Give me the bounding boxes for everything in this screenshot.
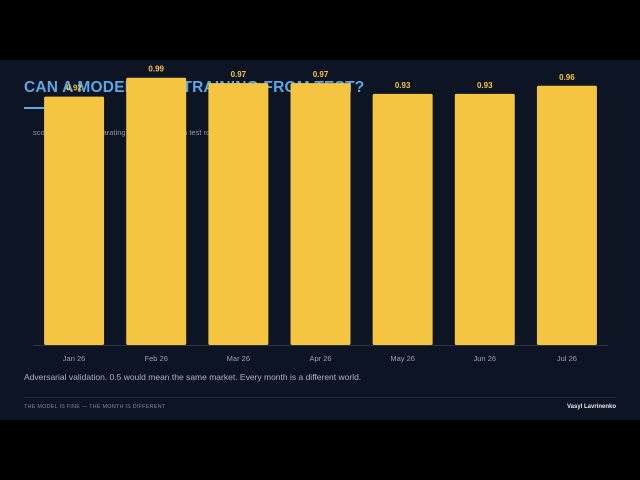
data-label: 0.92 <box>66 84 82 93</box>
x-tick-label: Jun 26 <box>474 354 497 363</box>
x-tick-label: Mar 26 <box>227 354 250 363</box>
slide: CAN A MODEL TELL TRAINING FROM TEST? sco… <box>0 60 640 420</box>
x-tick-label: Jul 26 <box>557 354 577 363</box>
bar-jul-26 <box>536 85 597 346</box>
bar-series <box>44 77 597 346</box>
footer-author: Vasyl Lavrinenko <box>566 404 616 410</box>
data-label: 0.96 <box>559 73 575 82</box>
data-label: 0.99 <box>148 65 164 74</box>
bar-mar-26 <box>208 83 269 345</box>
chart-subtitle: score of a model separating training row… <box>33 128 220 137</box>
x-axis-tick-labels: Jan 26 Feb 26 Mar 26 Apr 26 May 26 Jun 26 Jul … <box>63 354 577 363</box>
footer-divider <box>24 397 616 398</box>
bar-chart: 0.92 0.99 0.97 0.97 0.93 0.93 0.96 Jan 26 Feb 2… <box>33 65 608 363</box>
x-tick-label: May 26 <box>390 354 415 363</box>
slide-title: CAN A MODEL TELL TRAINING FROM TEST? <box>24 79 365 96</box>
footer-tagline: THE MODEL IS FINE — THE MONTH IS DIFFERE… <box>24 404 166 410</box>
data-labels: 0.92 0.99 0.97 0.97 0.93 0.93 0.96 <box>66 65 575 93</box>
bar-jun-26 <box>454 93 515 346</box>
bar-apr-26 <box>290 83 351 345</box>
data-label: 0.93 <box>477 81 493 90</box>
data-label: 0.97 <box>231 70 247 79</box>
x-tick-label: Jan 26 <box>63 354 86 363</box>
data-label: 0.93 <box>395 81 411 90</box>
data-label: 0.97 <box>313 70 329 79</box>
bar-may-26 <box>372 93 433 346</box>
bar-jan-26 <box>44 96 105 345</box>
x-tick-label: Feb 26 <box>145 354 168 363</box>
x-tick-label: Apr 26 <box>309 354 331 363</box>
chart-caption: Adversarial validation. 0.5 would mean t… <box>24 372 362 382</box>
bar-feb-26 <box>126 77 187 345</box>
